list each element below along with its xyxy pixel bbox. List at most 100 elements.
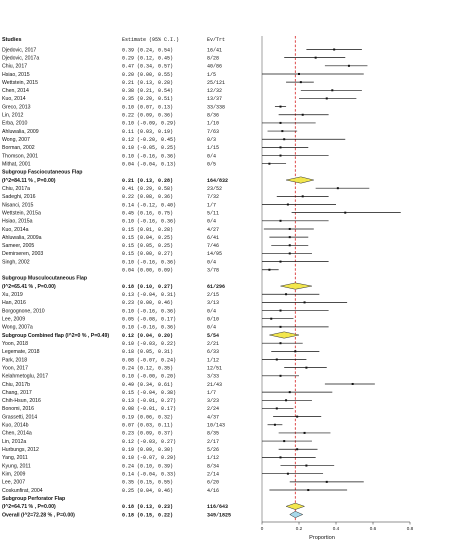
summary-label: (I^2=65.41 % , P=0.00) xyxy=(2,284,56,290)
counts-text: 116/643 xyxy=(207,504,228,510)
estimate-text: 0.07 (0.03, 0.11) xyxy=(122,423,173,429)
x-tick-label: 0.4 xyxy=(333,526,340,531)
study-label: Chiu, 2017b xyxy=(2,382,30,388)
counts-text: 8/28 xyxy=(207,55,219,61)
counts-text: 1/12 xyxy=(207,357,219,363)
overall-diamond xyxy=(289,511,304,518)
study-label: Mithat, 2001 xyxy=(2,162,31,168)
subgroup-title: Subgroup Perforator Flap xyxy=(2,496,65,502)
point-estimate xyxy=(273,423,276,426)
point-estimate xyxy=(279,325,282,328)
point-estimate xyxy=(279,219,282,222)
point-estimate xyxy=(279,260,282,263)
point-estimate xyxy=(301,195,304,198)
counts-text: 1/10 xyxy=(207,121,219,127)
study-label: Demirseren, 2003 xyxy=(2,251,43,257)
counts-text: 1/15 xyxy=(207,145,219,151)
study-label: Ahluwalia, 2009a xyxy=(2,235,42,241)
counts-text: 5/11 xyxy=(207,210,219,216)
summary-label: Subgroup Combined flap (I^2=0 % , P=0.49… xyxy=(2,333,109,339)
point-estimate xyxy=(288,227,291,230)
estimate-text: 0.38 (0.21, 0.54) xyxy=(122,88,173,94)
study-label: Chih-Hsun, 2016 xyxy=(2,398,41,404)
point-estimate xyxy=(307,489,310,492)
point-estimate xyxy=(303,431,306,434)
estimate-text: 0.11 (0.03, 0.19) xyxy=(122,129,173,135)
point-estimate xyxy=(286,203,289,206)
counts-text: 61/296 xyxy=(207,284,225,290)
counts-text: 6/33 xyxy=(207,349,219,355)
counts-text: 3/23 xyxy=(207,398,219,404)
point-estimate xyxy=(279,342,282,345)
summary-diamond xyxy=(280,282,312,290)
counts-text: 2/21 xyxy=(207,341,219,347)
study-label: Han, 2016 xyxy=(2,300,26,306)
study-label: Borman, 2002 xyxy=(2,145,35,151)
study-label: Erba, 2010 xyxy=(2,121,27,127)
header-studies: Studies xyxy=(2,37,21,43)
counts-text: 2/14 xyxy=(207,472,219,478)
counts-text: 0/4 xyxy=(207,219,216,225)
estimate-text: 0.15 (0.05, 0.25) xyxy=(122,243,173,249)
summary-label: (I^2=64.71 % , P=0.00) xyxy=(2,504,56,510)
counts-text: 12/51 xyxy=(207,365,222,371)
counts-text: 7/63 xyxy=(207,129,219,135)
study-label: Djedovic, 2017a xyxy=(2,55,39,61)
counts-text: 40/86 xyxy=(207,64,222,70)
study-label: Sadeghi, 2016 xyxy=(2,194,36,200)
point-estimate xyxy=(331,89,334,92)
study-label: Bonomi, 2016 xyxy=(2,406,34,412)
study-label: Yoon, 2018 xyxy=(2,341,28,347)
point-estimate xyxy=(347,64,350,67)
point-estimate xyxy=(288,236,291,239)
estimate-text: 0.18 (0.15, 0.22) xyxy=(122,512,173,518)
point-estimate xyxy=(283,440,286,443)
summary-label: Overall (I^2=72.28 % , P=0.00) xyxy=(2,512,75,518)
study-label: Xu, 2019 xyxy=(2,292,23,298)
estimate-text: 0.23 (0.09, 0.37) xyxy=(122,431,173,437)
counts-text: 3/13 xyxy=(207,300,219,306)
counts-text: 6/41 xyxy=(207,235,219,241)
estimate-text: 0.04 (-0.04, 0.13) xyxy=(122,162,176,168)
estimate-text: 0.04 (0.00, 0.09) xyxy=(122,268,173,274)
subgroup-title: Subgroup Musculocutaneous Flap xyxy=(2,276,87,282)
study-label: Greco, 2013 xyxy=(2,104,31,110)
estimate-text: 0.21 (0.13, 0.28) xyxy=(122,80,173,86)
counts-text: 2/15 xyxy=(207,292,219,298)
estimate-text: 0.10 (-0.16, 0.36) xyxy=(122,259,176,265)
counts-text: 21/43 xyxy=(207,382,222,388)
estimate-text: 0.12 (-0.03, 0.27) xyxy=(122,439,176,445)
study-label: Chen, 2014a xyxy=(2,431,32,437)
estimate-text: 0.20 (0.00, 0.55) xyxy=(122,72,173,78)
study-label: Kim, 2009 xyxy=(2,472,25,478)
point-estimate xyxy=(305,366,308,369)
counts-text: 0/4 xyxy=(207,325,216,331)
study-label: Lee, 2007 xyxy=(2,480,25,486)
study-label: Lin, 2012a xyxy=(2,439,26,445)
counts-text: 5/54 xyxy=(207,333,219,339)
estimate-text: 0.10 (-0.03, 0.22) xyxy=(122,341,176,347)
estimate-text: 0.23 (0.00, 0.46) xyxy=(122,300,173,306)
point-estimate xyxy=(294,350,297,353)
estimate-text: 0.15 (0.04, 0.25) xyxy=(122,235,173,241)
study-label: Yoon, 2017 xyxy=(2,365,28,371)
study-label: Sameer, 2005 xyxy=(2,243,34,249)
estimate-text: 0.39 (0.24, 0.54) xyxy=(122,47,173,53)
counts-text: 16/41 xyxy=(207,47,222,53)
point-estimate xyxy=(298,72,300,75)
estimate-text: 0.45 (0.16, 0.75) xyxy=(122,210,173,216)
estimate-text: 0.15 (-0.04, 0.38) xyxy=(122,390,176,396)
estimate-text: 0.08 (-0.01, 0.17) xyxy=(122,406,176,412)
study-label: Chiu, 2017a xyxy=(2,186,30,192)
summary-label: (I^2=84.11 % , P=0.00) xyxy=(2,178,56,184)
point-estimate xyxy=(344,211,347,214)
estimate-text: 0.15 (0.01, 0.28) xyxy=(122,227,173,233)
estimate-text: 0.25 (0.04, 0.46) xyxy=(122,488,173,494)
estimate-text: 0.13 (-0.04, 0.31) xyxy=(122,292,176,298)
counts-text: 14/95 xyxy=(207,251,222,257)
point-estimate xyxy=(279,121,282,124)
estimate-text: 0.05 (-0.08, 0.17) xyxy=(122,317,176,323)
point-estimate xyxy=(279,374,282,377)
study-label: Kuo, 2014b xyxy=(2,423,29,429)
x-axis-label: Proportion xyxy=(309,535,335,541)
